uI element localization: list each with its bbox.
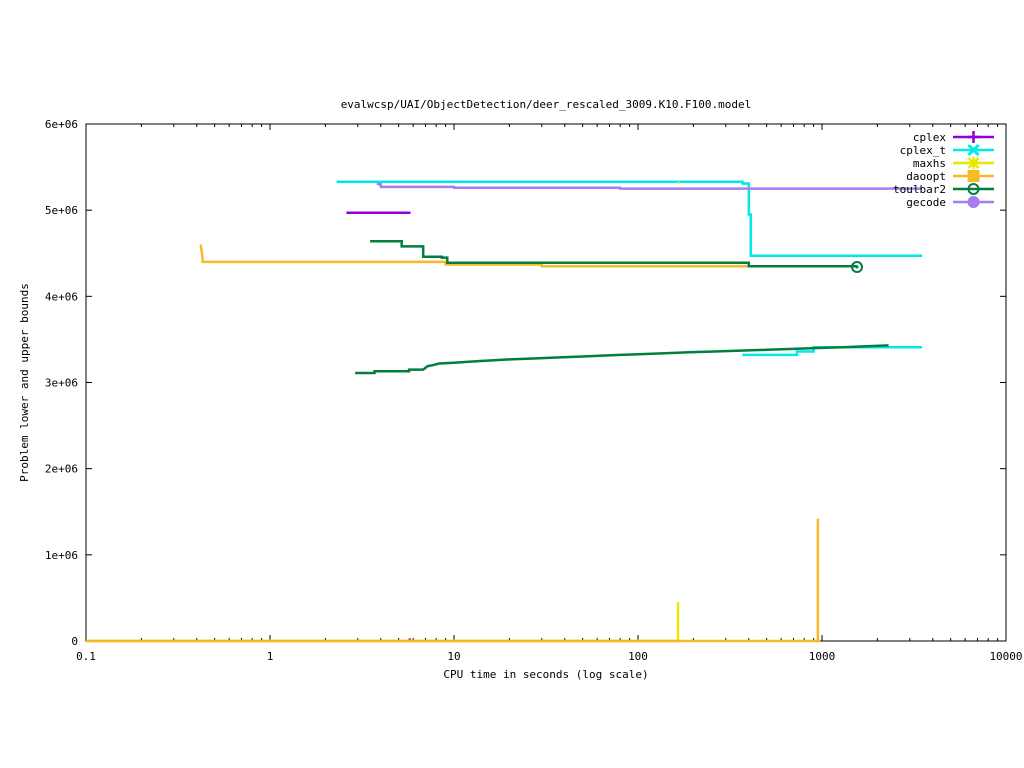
legend-item-gecode: gecode xyxy=(906,196,994,209)
series-daoopt xyxy=(86,244,822,643)
legend-marker-plus xyxy=(967,131,980,143)
x-tick-label: 1 xyxy=(267,650,274,663)
x-axis-label: CPU time in seconds (log scale) xyxy=(443,668,648,681)
series-line-cplex_t xyxy=(336,180,923,258)
y-axis-label: Problem lower and upper bounds xyxy=(18,283,31,482)
legend-label: cplex_t xyxy=(900,144,946,157)
y-tick-label: 4e+06 xyxy=(45,290,78,303)
x-tick-label: 1000 xyxy=(809,650,836,663)
series-toulbar2 xyxy=(355,239,889,375)
x-tick-label: 10000 xyxy=(989,650,1022,663)
series-line-daoopt xyxy=(199,244,822,268)
y-tick-label: 2e+06 xyxy=(45,463,78,476)
series-cplex_t xyxy=(336,180,923,357)
legend-label: maxhs xyxy=(913,157,946,170)
series-point-toulbar2 xyxy=(851,261,864,274)
legend-label: gecode xyxy=(906,196,946,209)
legend-marker-star xyxy=(967,157,980,169)
y-tick-label: 1e+06 xyxy=(45,549,78,562)
series-gecode xyxy=(376,182,923,190)
legend-item-daoopt: daoopt xyxy=(906,170,994,183)
series-point-center-toulbar2 xyxy=(855,265,859,269)
series-line-toulbar2 xyxy=(370,239,857,268)
series-layer xyxy=(86,180,923,643)
x-tick-label: 0.1 xyxy=(76,650,96,663)
series-maxhs xyxy=(86,181,680,643)
x-tick-label: 10 xyxy=(447,650,460,663)
y-tick-label: 0 xyxy=(71,635,78,648)
series-cplex xyxy=(346,211,412,641)
y-tick-label: 3e+06 xyxy=(45,377,78,390)
legend-marker-circle xyxy=(967,183,980,195)
legend-label: toulbar2 xyxy=(893,183,946,196)
axes: 0 1e+06 2e+06 3e+06 4e+06 5e+06 6e+06 0.1 1 10 100… xyxy=(45,118,1023,663)
plot-frame xyxy=(85,123,1007,642)
y-tick-label: 6e+06 xyxy=(45,118,78,131)
legend-marker-filled-circle xyxy=(967,196,980,208)
series-line-gecode xyxy=(376,182,923,190)
legend-item-maxhs: maxhs xyxy=(913,157,994,170)
y-tick-label: 5e+06 xyxy=(45,204,78,217)
legend-item-toulbar2: toulbar2 xyxy=(893,183,994,196)
legend-item-cplex_t: cplex_t xyxy=(900,143,994,157)
chart-title: evalwcsp/UAI/ObjectDetection/deer_rescal… xyxy=(341,98,752,111)
legend-marker-cross xyxy=(967,143,980,157)
x-tick-label: 100 xyxy=(628,650,648,663)
legend-label: cplex xyxy=(913,131,946,144)
series-line-toulbar2 xyxy=(355,344,889,375)
legend-label: daoopt xyxy=(906,170,946,183)
legend-marker-box xyxy=(967,170,980,182)
legend-item-cplex: cplex xyxy=(913,131,994,144)
